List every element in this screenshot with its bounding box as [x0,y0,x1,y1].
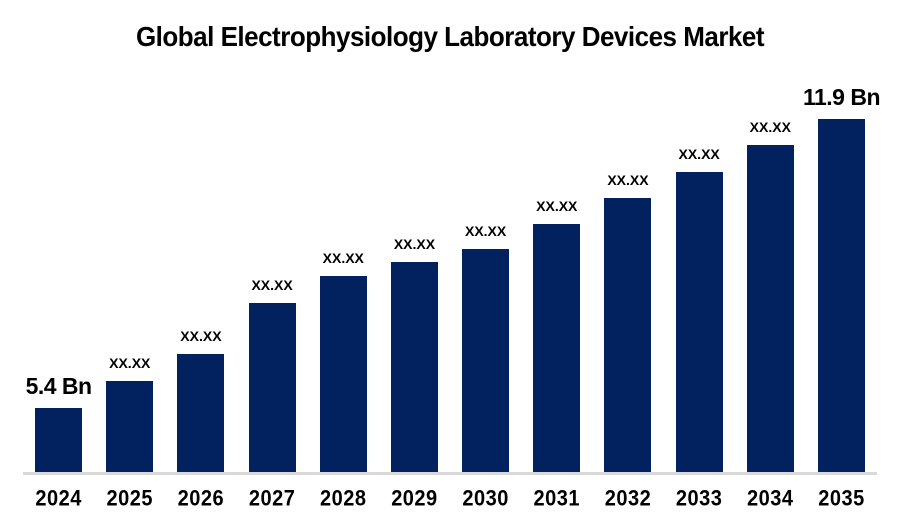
bar-2032 [604,198,652,472]
bar-group-2029: XX.XX [379,237,450,472]
bar-group-2032: XX.XX [592,173,663,472]
value-label-2032: XX.XX [607,172,649,188]
x-axis-label-2026: 2026 [177,487,225,512]
x-axis-label-2031: 2031 [533,487,581,512]
x-axis-label-2033: 2033 [675,487,723,512]
x-axis-label-2034: 2034 [747,487,794,512]
x-axis-label-2024: 2024 [35,487,82,512]
chart-title: Global Electrophysiology Laboratory Devi… [135,20,765,53]
x-axis-label-2030: 2030 [462,487,509,512]
bar-2033 [675,172,723,472]
bar-group-2028: XX.XX [308,251,379,472]
bar-group-2026: XX.XX [165,329,236,472]
bar-group-2024: 5.4 Bn [23,375,94,472]
x-axis-line [23,472,877,475]
bar-2034 [746,145,794,472]
value-label-2031: XX.XX [536,198,578,214]
value-label-2034: XX.XX [749,119,791,135]
bar-group-2033: XX.XX [664,147,735,472]
value-label-2026: XX.XX [180,328,222,344]
bars-area: 5.4 Bn XX.XX XX.XX XX.XX XX.XX XX.XX XX.XX XX.X… [23,0,881,472]
value-label-2027: XX.XX [251,277,293,293]
value-label-2024: 5.4 Bn [25,373,93,399]
bar-2030 [462,249,510,472]
bar-2035 [817,119,865,472]
bar-2026 [177,354,225,472]
bar-2028 [319,276,367,472]
value-label-2029: XX.XX [393,236,436,252]
bar-group-2031: XX.XX [521,199,592,472]
x-axis-labels: 2024 2025 2026 2027 2028 2029 2030 2031 2032 2033… [23,487,877,512]
bar-2031 [533,224,581,472]
x-axis-label-2035: 2035 [818,487,865,512]
value-label-2033: XX.XX [678,146,720,162]
bar-2027 [248,303,296,472]
bar-group-2030: XX.XX [450,224,521,472]
value-label-2035: 11.9 Bn [802,84,881,110]
bar-2024 [35,408,83,472]
bar-group-2034: XX.XX [735,120,806,472]
value-label-2028: XX.XX [322,250,364,266]
x-axis-label-2029: 2029 [391,487,438,512]
bar-2025 [106,381,154,472]
bar-group-2027: XX.XX [237,278,308,472]
x-axis-label-2025: 2025 [106,487,153,512]
bar-group-2025: XX.XX [94,356,165,472]
bar-group-2035: 11.9 Bn [802,84,881,472]
bar-2029 [390,262,438,472]
x-axis-label-2032: 2032 [604,487,652,512]
x-axis-label-2027: 2027 [248,487,296,512]
value-label-2030: XX.XX [464,223,507,239]
value-label-2025: XX.XX [109,355,151,371]
x-axis-label-2028: 2028 [320,487,367,512]
